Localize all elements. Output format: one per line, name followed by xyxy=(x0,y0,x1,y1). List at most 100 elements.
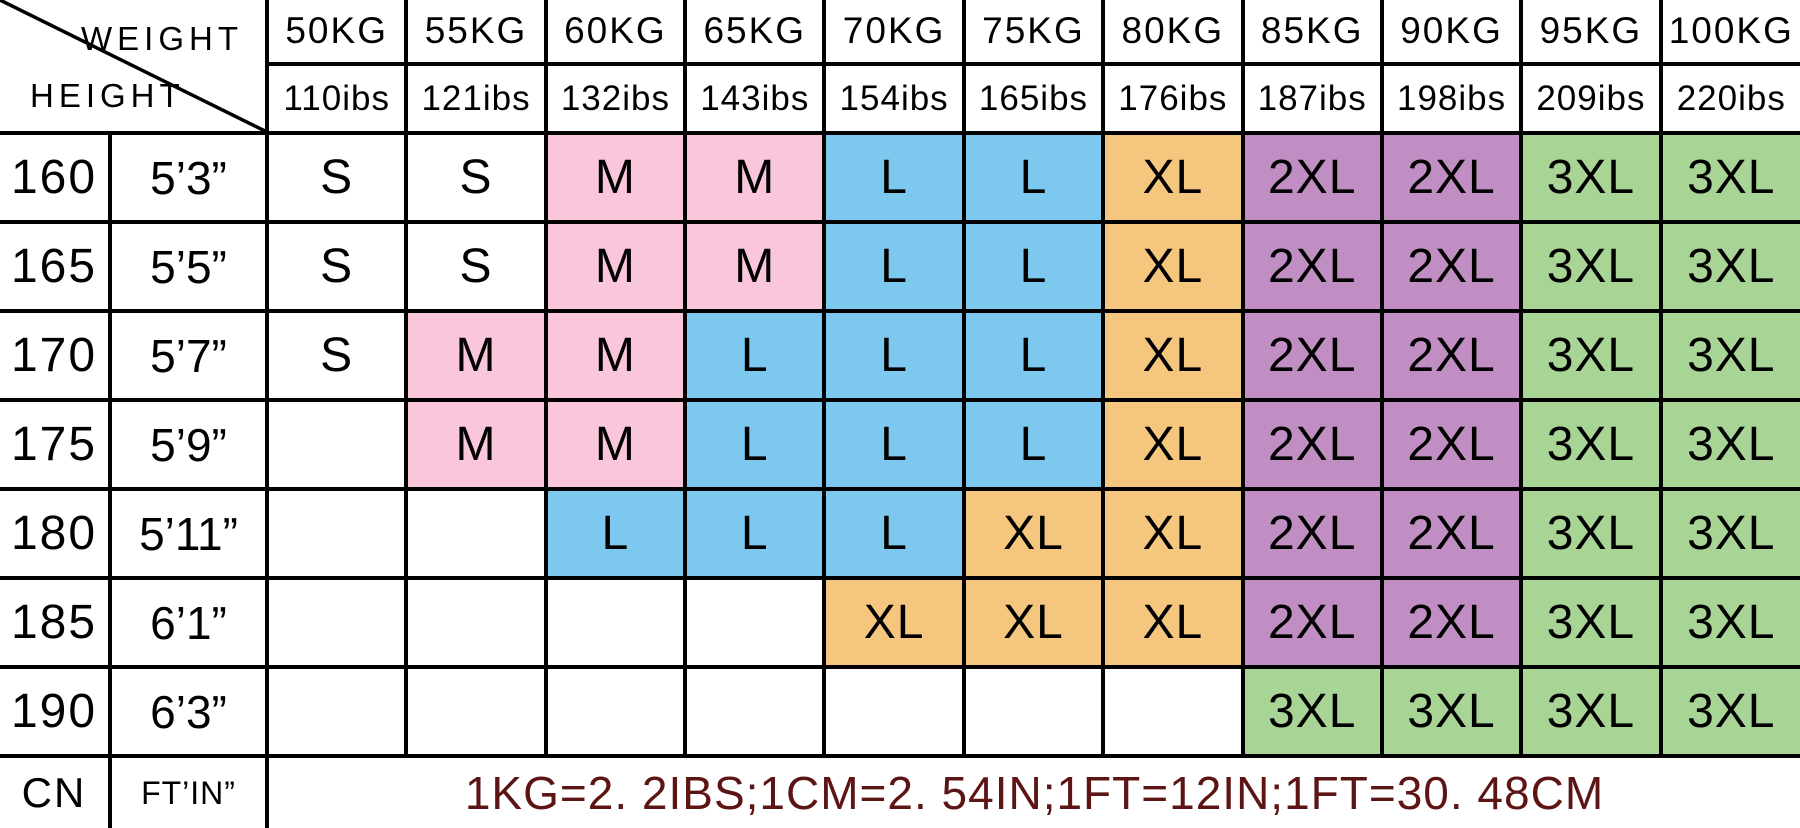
size-cell: XL xyxy=(1101,576,1245,669)
weight-header-lbs: 198ibs xyxy=(1379,62,1524,135)
cn-unit-label: CN xyxy=(0,754,112,828)
table-row-165: 165 5’5” S S M M L L XL 2XL 2XL 3XL 3XL xyxy=(0,220,1800,313)
size-cell: L xyxy=(822,131,966,224)
height-ftin-cell: 5’11” xyxy=(108,487,269,580)
size-cell: 2XL xyxy=(1379,309,1524,402)
size-cell: 2XL xyxy=(1240,220,1384,313)
size-cell: 3XL xyxy=(1519,131,1663,224)
size-cell: S xyxy=(264,131,409,224)
weight-header-kg: 95KG xyxy=(1519,0,1663,66)
size-cell: 3XL xyxy=(1658,398,1800,491)
size-cell: S xyxy=(404,220,548,313)
height-ftin-cell: 5’5” xyxy=(108,220,269,313)
footer-row: CN FT’IN” 1KG=2. 2IBS;1CM=2. 54IN;1FT=12… xyxy=(0,754,1800,828)
ftin-unit-label: FT’IN” xyxy=(108,754,269,828)
size-cell: XL xyxy=(961,576,1106,669)
table-row-170: 170 5’7” S M M L L L XL 2XL 2XL 3XL 3XL xyxy=(0,309,1800,402)
size-cell: L xyxy=(961,398,1106,491)
size-cell: 3XL xyxy=(1658,487,1800,580)
height-ftin-cell: 6’3” xyxy=(108,665,269,758)
weight-header-lbs: 176ibs xyxy=(1101,62,1245,135)
weight-header-kg: 70KG xyxy=(822,0,966,66)
size-cell xyxy=(961,665,1106,758)
height-ftin-cell: 6’1” xyxy=(108,576,269,669)
height-ftin-cell: 5’7” xyxy=(108,309,269,402)
weight-header-lbs: 121ibs xyxy=(404,62,548,135)
weight-header-lbs: 132ibs xyxy=(543,62,688,135)
height-cm-cell: 190 xyxy=(0,665,112,758)
size-cell: 2XL xyxy=(1240,576,1384,669)
size-cell: M xyxy=(404,398,548,491)
weight-header-kg: 90KG xyxy=(1379,0,1524,66)
weight-header-lbs: 110ibs xyxy=(267,62,409,135)
size-cell: 2XL xyxy=(1379,398,1524,491)
weight-header-kg: 65KG xyxy=(683,0,827,66)
size-cell: L xyxy=(822,398,966,491)
height-cm-cell: 185 xyxy=(0,576,112,669)
height-cm-cell: 175 xyxy=(0,398,112,491)
header-row-lbs: 110ibs 121ibs 132ibs 143ibs 154ibs 165ib… xyxy=(0,62,1800,135)
size-cell: L xyxy=(822,220,966,313)
size-cell xyxy=(264,665,409,758)
size-cell xyxy=(404,487,548,580)
size-cell: 3XL xyxy=(1519,398,1663,491)
size-cell: L xyxy=(961,309,1106,402)
height-cm-cell: 160 xyxy=(0,131,112,224)
size-cell: XL xyxy=(1101,131,1245,224)
size-cell: M xyxy=(404,309,548,402)
weight-header-kg: 100KG xyxy=(1658,0,1800,66)
table-row-160: 160 5’3” S S M M L L XL 2XL 2XL 3XL 3XL xyxy=(0,131,1800,224)
size-cell: XL xyxy=(1101,309,1245,402)
size-cell xyxy=(683,665,827,758)
size-cell: 3XL xyxy=(1658,576,1800,669)
header-row-kg: WEIGHT HEIGHT 50KG 55KG 60KG 65KG 70KG 7… xyxy=(0,0,1800,135)
weight-header-lbs: 187ibs xyxy=(1240,62,1384,135)
table-row-185: 185 6’1” XL XL XL 2XL 2XL 3XL 3XL xyxy=(0,576,1800,669)
size-cell: 3XL xyxy=(1379,665,1524,758)
weight-header-lbs: 154ibs xyxy=(822,62,966,135)
size-cell xyxy=(543,665,688,758)
size-cell: S xyxy=(264,220,409,313)
size-cell: XL xyxy=(822,576,966,669)
size-cell xyxy=(404,576,548,669)
size-cell: L xyxy=(822,487,966,580)
size-cell: 3XL xyxy=(1658,131,1800,224)
size-cell: S xyxy=(264,309,409,402)
weight-header-kg: 75KG xyxy=(961,0,1106,66)
size-cell: 3XL xyxy=(1658,220,1800,313)
size-cell: 3XL xyxy=(1519,309,1663,402)
size-cell: L xyxy=(683,487,827,580)
weight-header-kg: 60KG xyxy=(543,0,688,66)
weight-header-kg: 50KG xyxy=(264,0,409,66)
weight-header-lbs: 220ibs xyxy=(1658,62,1800,135)
size-cell: M xyxy=(543,131,688,224)
size-cell: 2XL xyxy=(1379,131,1524,224)
size-cell: 2XL xyxy=(1240,487,1384,580)
weight-header-lbs: 143ibs xyxy=(683,62,827,135)
size-cell: L xyxy=(961,220,1106,313)
size-cell: XL xyxy=(1101,487,1245,580)
size-cell: 2XL xyxy=(1379,487,1524,580)
height-cm-cell: 165 xyxy=(0,220,112,313)
size-cell: M xyxy=(543,398,688,491)
size-cell: L xyxy=(961,131,1106,224)
size-cell xyxy=(264,398,409,491)
size-cell: 2XL xyxy=(1379,576,1524,669)
weight-header-kg: 80KG xyxy=(1101,0,1245,66)
size-cell: XL xyxy=(1101,220,1245,313)
size-cell: 3XL xyxy=(1658,309,1800,402)
height-ftin-cell: 5’3” xyxy=(108,131,269,224)
size-cell: 3XL xyxy=(1658,665,1800,758)
size-cell xyxy=(404,665,548,758)
size-cell: L xyxy=(822,309,966,402)
size-cell xyxy=(264,576,409,669)
size-cell: XL xyxy=(1101,398,1245,491)
size-cell xyxy=(543,576,688,669)
height-axis-label: HEIGHT xyxy=(30,77,185,114)
weight-axis-label: WEIGHT xyxy=(81,20,243,57)
size-cell: 3XL xyxy=(1519,665,1663,758)
size-cell: 2XL xyxy=(1240,398,1384,491)
table-row-175: 175 5’9” M M L L L XL 2XL 2XL 3XL 3XL xyxy=(0,398,1800,491)
size-cell: XL xyxy=(961,487,1106,580)
